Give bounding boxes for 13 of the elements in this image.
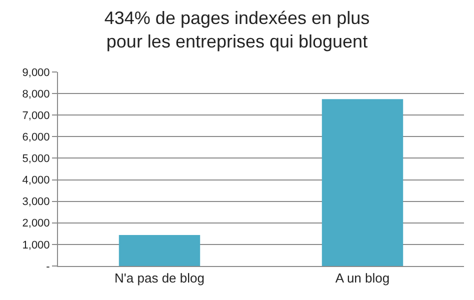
y-tick-label: 5,000: [22, 153, 50, 166]
x-tick-label: A un blog: [335, 270, 390, 286]
x-tick-label: N'a pas de blog: [114, 270, 204, 286]
y-tick-label: 7,000: [22, 110, 50, 122]
y-tick-label: 9,000: [22, 66, 50, 79]
y-tick-label: -: [46, 260, 50, 273]
chart-title: 434% de pages indexées en plus pour les entreprises qui bloguent: [104, 8, 370, 52]
y-tick-label: 3,000: [22, 196, 50, 208]
y-tick-label: 4,000: [22, 174, 50, 187]
y-tick-label: 2,000: [22, 218, 50, 230]
y-tick-label: 8,000: [22, 88, 50, 100]
y-tick-label: 1,000: [22, 239, 50, 252]
y-tick-label: 6,000: [22, 132, 50, 144]
